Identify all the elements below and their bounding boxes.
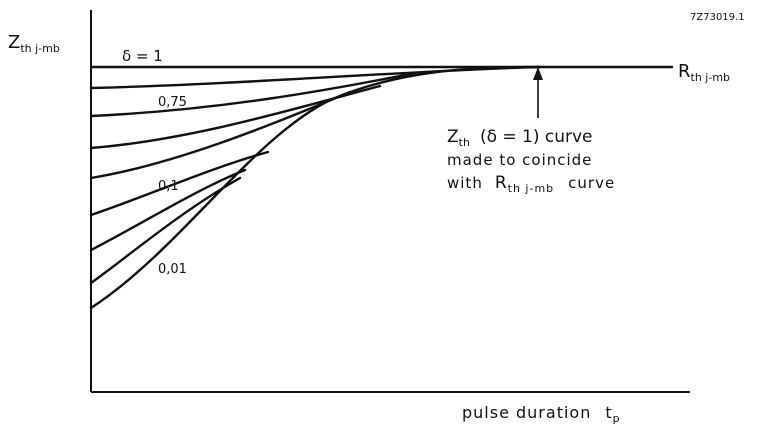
- note-line: made to coincide: [447, 151, 592, 169]
- curve-label: δ = 1: [122, 47, 163, 65]
- note-line: Zth (δ = 1) curve: [447, 127, 593, 149]
- curve-label: 0,1: [158, 179, 179, 194]
- curve-label: 0,01: [158, 262, 187, 277]
- figure-code: 7Z73019.1: [690, 12, 745, 23]
- rth-label: Rth j-mb: [678, 61, 730, 84]
- curve: [89, 90, 352, 180]
- arrow-head: [533, 67, 543, 80]
- curve: [89, 150, 270, 217]
- curve: [89, 65, 542, 310]
- y-axis-label: Zth j-mb: [8, 32, 60, 55]
- curve: [89, 71, 417, 118]
- curve-label: 0,75: [158, 95, 187, 110]
- curve: [89, 168, 247, 252]
- curve: [89, 65, 542, 90]
- x-axis-label: pulse duration tp: [462, 403, 621, 425]
- note-line: with Rth j-mb curve: [447, 173, 615, 195]
